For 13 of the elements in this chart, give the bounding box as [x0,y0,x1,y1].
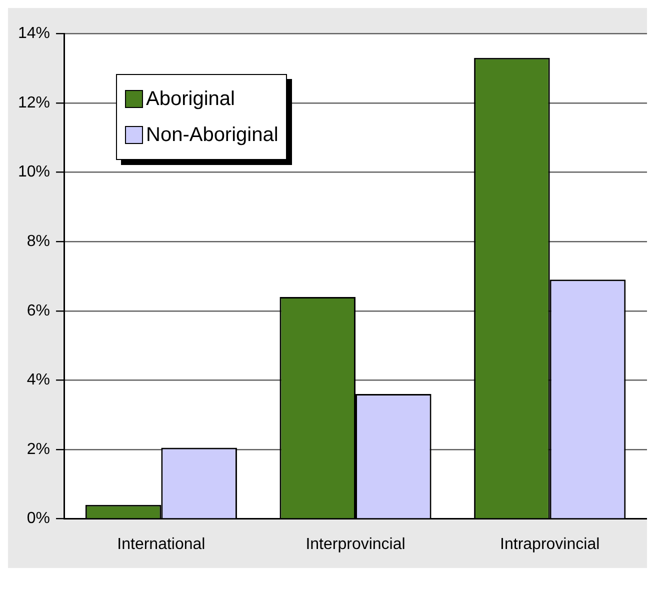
y-tick-label: 2% [26,440,50,458]
y-tick-label: 12% [18,94,50,112]
x-tick-label: Interprovincial [306,536,406,553]
x-tick-label: International [117,536,206,553]
y-tick-label: 14% [18,25,50,42]
legend-label: Non-Aboriginal [146,123,278,148]
y-tick-label: 10% [18,164,50,181]
legend-label: Aboriginal [146,87,235,112]
y-tick-label: 0% [26,510,50,528]
x-tick-label: Intraprovincial [500,536,600,553]
y-tick-label: 4% [26,372,50,389]
y-tick-label: 8% [26,232,50,250]
y-tick-label: 6% [26,302,50,320]
